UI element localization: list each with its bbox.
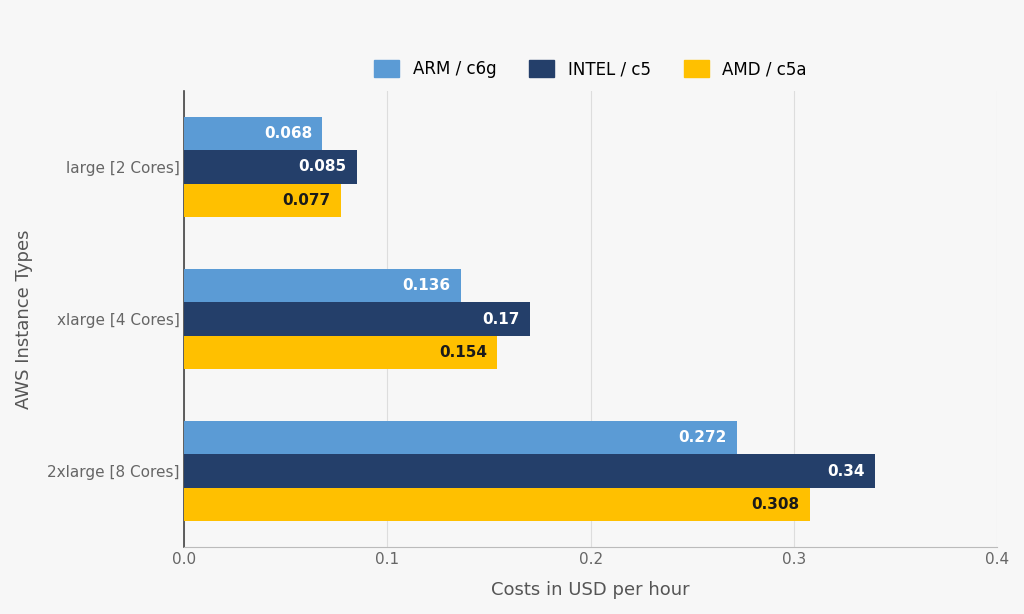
Bar bbox=[184, 302, 529, 336]
Bar bbox=[184, 336, 497, 369]
Bar bbox=[184, 269, 461, 302]
Text: 0.308: 0.308 bbox=[752, 497, 800, 512]
Bar bbox=[184, 117, 323, 150]
Text: 0.136: 0.136 bbox=[402, 278, 451, 293]
Legend: ARM / c6g, INTEL / c5, AMD / c5a: ARM / c6g, INTEL / c5, AMD / c5a bbox=[368, 53, 814, 85]
X-axis label: Costs in USD per hour: Costs in USD per hour bbox=[492, 581, 690, 599]
Text: 0.068: 0.068 bbox=[264, 126, 312, 141]
Bar bbox=[184, 421, 737, 454]
Y-axis label: AWS Instance Types: AWS Instance Types bbox=[15, 229, 33, 409]
Text: 0.085: 0.085 bbox=[299, 160, 347, 174]
Bar bbox=[184, 454, 876, 488]
Bar bbox=[184, 150, 357, 184]
Text: 0.154: 0.154 bbox=[439, 345, 487, 360]
Bar bbox=[184, 488, 810, 521]
Text: 0.077: 0.077 bbox=[283, 193, 331, 208]
Text: 0.272: 0.272 bbox=[678, 430, 727, 445]
Text: 0.17: 0.17 bbox=[482, 311, 519, 327]
Bar bbox=[184, 184, 341, 217]
Text: 0.34: 0.34 bbox=[827, 464, 865, 479]
